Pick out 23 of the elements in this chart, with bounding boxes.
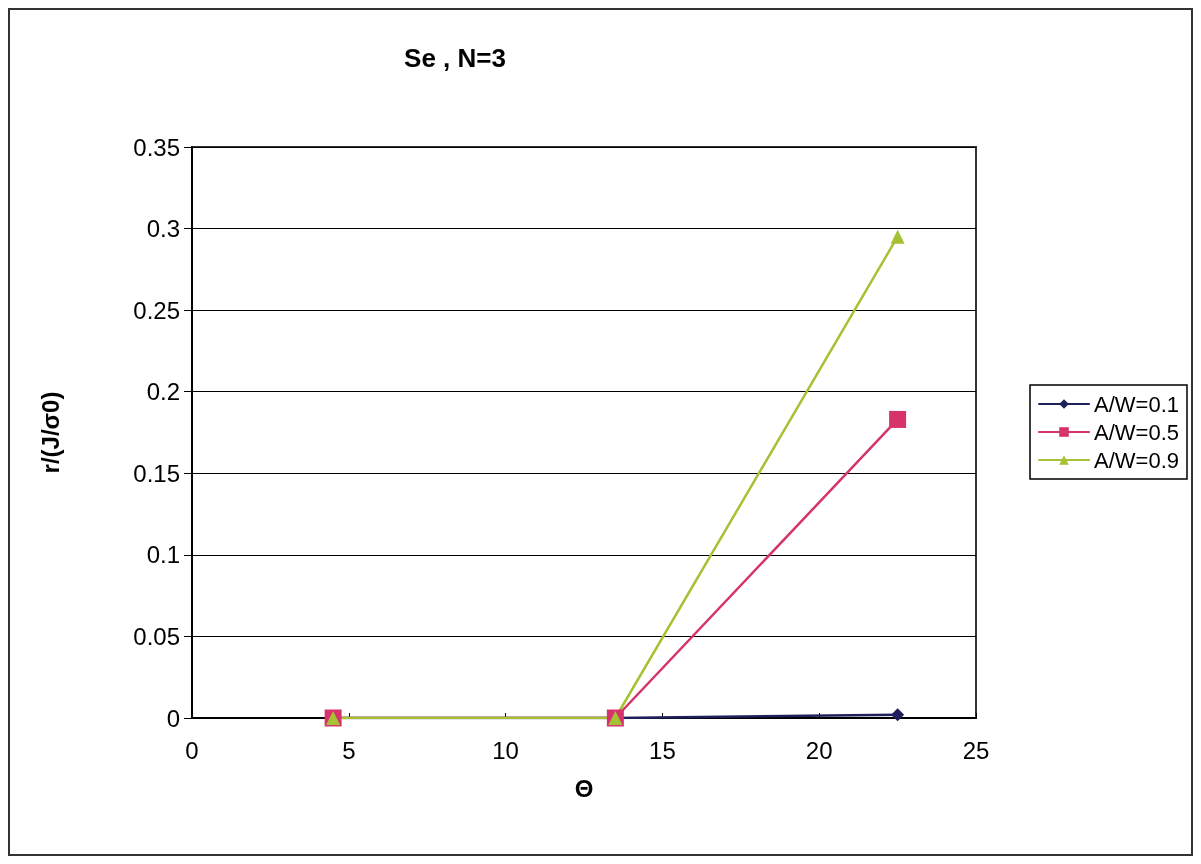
y-tick-label: 0.3	[146, 215, 180, 243]
x-tick-label: 5	[342, 736, 356, 764]
y-tick-label: 0.35	[133, 133, 180, 161]
point	[890, 229, 905, 244]
y-tick-label: 0.2	[146, 378, 180, 406]
point	[889, 410, 907, 428]
y-tick-label: 0.1	[146, 541, 180, 569]
y-tick-label: 0.15	[133, 459, 180, 487]
x-tick-label: 25	[962, 736, 990, 764]
y-tick-label: 0.05	[133, 622, 180, 650]
x-tick-label: 20	[805, 736, 833, 764]
y-tick-label: 0	[166, 704, 180, 732]
x-tick-label: 10	[492, 736, 519, 764]
chart-title: Se , N=3	[404, 43, 506, 73]
x-tick-label: 15	[649, 736, 676, 764]
legend-label: A/W=0.9	[1094, 447, 1179, 473]
legend-label: A/W=0.5	[1094, 419, 1179, 445]
point	[891, 708, 905, 722]
y-axis-title: r/(J/σ0)	[36, 391, 64, 474]
legend-label: A/W=0.1	[1094, 391, 1179, 417]
y-tick-label: 0.25	[133, 296, 180, 324]
x-axis-title: Θ	[574, 774, 594, 802]
x-tick-label: 0	[185, 736, 199, 764]
